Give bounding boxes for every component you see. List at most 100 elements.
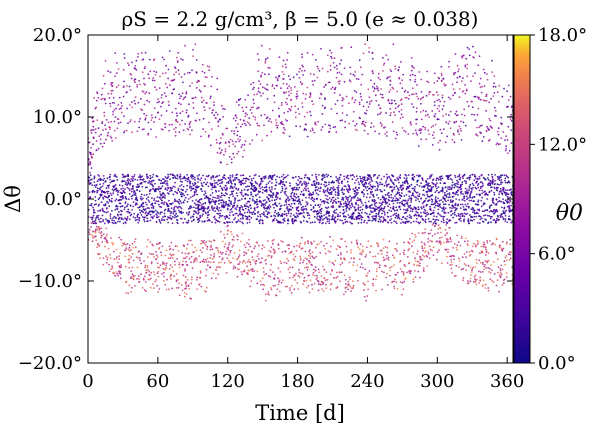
scatter-point [232, 195, 235, 198]
scatter-point [132, 259, 135, 262]
scatter-point [355, 179, 358, 182]
scatter-point [275, 76, 277, 79]
scatter-point [280, 222, 282, 224]
scatter-point [378, 215, 380, 218]
scatter-point [224, 253, 227, 256]
scatter-point [256, 282, 259, 285]
scatter-point [249, 204, 252, 206]
scatter-point [196, 216, 198, 219]
scatter-point [167, 221, 170, 224]
scatter-point [380, 111, 382, 114]
scatter-point [112, 110, 114, 113]
scatter-point [136, 278, 138, 280]
scatter-point [97, 147, 100, 150]
scatter-point [109, 102, 111, 105]
scatter-point [442, 219, 445, 222]
scatter-point [375, 275, 378, 278]
scatter-point [366, 246, 368, 249]
scatter-point [290, 89, 293, 91]
scatter-point [256, 270, 259, 273]
scatter-point [179, 175, 182, 178]
scatter-point [176, 192, 179, 195]
scatter-point [203, 106, 205, 108]
scatter-point [109, 213, 112, 216]
scatter-point [412, 208, 415, 210]
scatter-point [303, 176, 306, 179]
scatter-point [142, 205, 145, 208]
scatter-point [128, 189, 131, 192]
scatter-point [113, 179, 116, 182]
scatter-point [360, 200, 362, 203]
scatter-point [202, 99, 205, 102]
scatter-point [97, 214, 100, 217]
scatter-point [127, 178, 129, 180]
scatter-point [262, 92, 265, 95]
scatter-point [422, 125, 424, 128]
scatter-point [361, 191, 364, 194]
scatter-point [385, 185, 388, 188]
scatter-point [251, 179, 253, 182]
scatter-point [160, 179, 163, 182]
scatter-point [313, 131, 316, 134]
scatter-point [265, 190, 268, 193]
scatter-point [407, 249, 410, 252]
scatter-point [312, 103, 315, 106]
scatter-point [372, 195, 375, 198]
scatter-point [256, 200, 258, 203]
scatter-point [298, 271, 301, 274]
scatter-point [180, 76, 183, 78]
scatter-point [197, 206, 200, 209]
scatter-point [145, 211, 148, 213]
scatter-point [312, 271, 315, 274]
scatter-point [414, 257, 416, 260]
scatter-point [433, 203, 435, 206]
scatter-point [292, 176, 295, 179]
scatter-point [441, 210, 444, 212]
scatter-point [414, 270, 416, 272]
scatter-point [333, 66, 336, 69]
scatter-point [290, 105, 293, 108]
scatter-point [421, 258, 423, 261]
scatter-point [286, 208, 289, 211]
scatter-point [293, 259, 296, 262]
scatter-point [329, 127, 332, 130]
scatter-point [105, 227, 108, 230]
scatter-point [160, 251, 162, 254]
scatter-point [355, 191, 358, 194]
scatter-point [141, 185, 144, 188]
scatter-point [100, 217, 102, 220]
scatter-point [142, 211, 145, 214]
scatter-point [398, 191, 401, 194]
scatter-point [411, 245, 413, 248]
scatter-point [414, 78, 417, 81]
scatter-point [365, 254, 367, 256]
scatter-point [231, 245, 234, 248]
scatter-point [92, 214, 95, 217]
scatter-point [161, 219, 163, 222]
scatter-point [311, 53, 314, 56]
scatter-point [187, 221, 189, 224]
scatter-point [182, 189, 185, 191]
scatter-point [127, 210, 130, 213]
scatter-point [363, 296, 366, 298]
scatter-point [391, 280, 394, 283]
scatter-point [198, 219, 201, 222]
scatter-point [175, 205, 178, 208]
scatter-point [114, 173, 117, 176]
scatter-point [351, 216, 354, 219]
scatter-point [355, 175, 358, 178]
scatter-point [168, 50, 171, 52]
scatter-point [430, 203, 433, 206]
scatter-point [311, 197, 314, 200]
scatter-point [194, 246, 196, 249]
scatter-point [94, 211, 96, 214]
scatter-point [406, 215, 409, 218]
scatter-point [233, 132, 236, 135]
scatter-point [342, 199, 345, 201]
scatter-point [207, 185, 210, 188]
scatter-point [310, 114, 312, 117]
scatter-point [127, 122, 129, 125]
scatter-point [160, 114, 163, 117]
scatter-point [164, 123, 167, 125]
scatter-point [318, 221, 321, 224]
